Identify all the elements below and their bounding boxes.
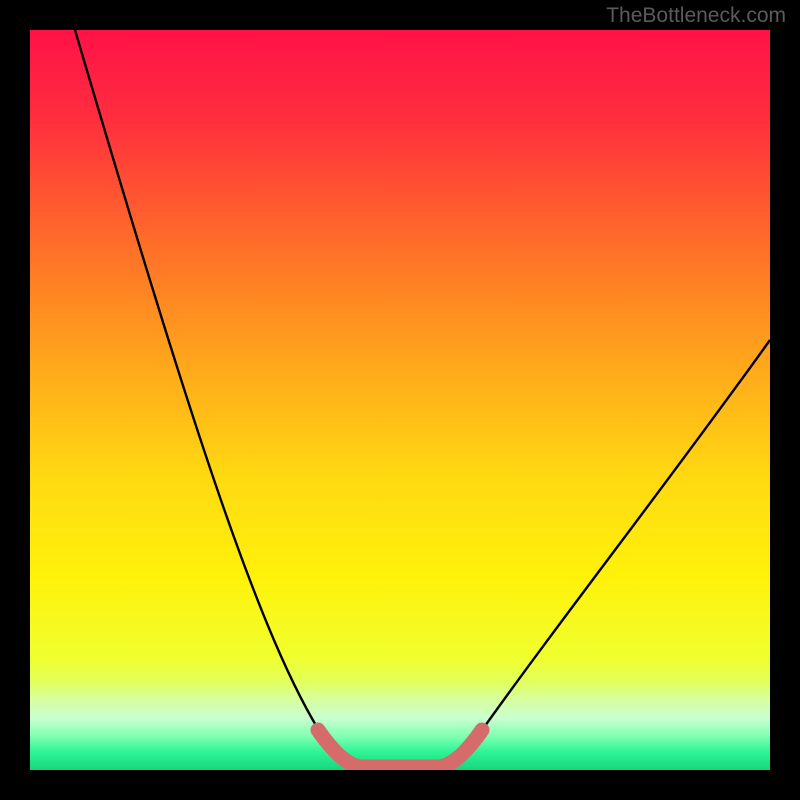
watermark-text: TheBottleneck.com: [606, 4, 786, 28]
bottleneck-chart: [0, 0, 800, 800]
chart-gradient-background: [30, 30, 770, 770]
